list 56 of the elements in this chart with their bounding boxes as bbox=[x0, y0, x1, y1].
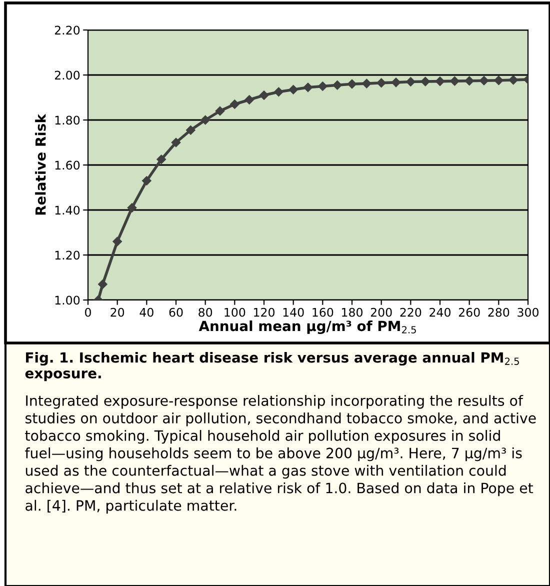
y-tick-label: 1.00 bbox=[55, 296, 80, 305]
point bbox=[508, 75, 518, 85]
point bbox=[450, 76, 460, 86]
point bbox=[332, 80, 342, 90]
x-tick-label: 280 bbox=[488, 308, 510, 317]
point bbox=[230, 100, 240, 109]
point bbox=[391, 78, 401, 88]
y-tick-label: 1.80 bbox=[55, 116, 80, 125]
point bbox=[376, 78, 386, 88]
x-tick-label: 120 bbox=[254, 308, 274, 317]
x-tick-label: 100 bbox=[224, 308, 246, 317]
y-tick-label: 1.60 bbox=[55, 160, 80, 170]
point bbox=[362, 78, 372, 88]
x-tick-label: 240 bbox=[430, 308, 450, 317]
x-tick-label: 300 bbox=[518, 308, 538, 317]
x-tick-label: 220 bbox=[400, 308, 422, 317]
x-axis-title: Annual mean µg/m³ of PM$_{2.5}$ bbox=[198, 320, 416, 334]
point bbox=[406, 77, 416, 86]
x-tick-label: 260 bbox=[458, 308, 480, 317]
x-tick-label: 0 bbox=[85, 308, 91, 317]
x-tick-label: 180 bbox=[342, 308, 362, 317]
point bbox=[156, 154, 166, 164]
point bbox=[127, 203, 137, 212]
point bbox=[494, 76, 504, 86]
point bbox=[288, 85, 298, 94]
point bbox=[435, 76, 445, 86]
point bbox=[464, 76, 474, 86]
x-tick-label: 200 bbox=[370, 308, 392, 317]
point bbox=[142, 176, 152, 186]
point bbox=[98, 280, 108, 289]
point bbox=[186, 126, 196, 135]
y-tick-label: 1.40 bbox=[55, 206, 80, 215]
point bbox=[259, 90, 269, 100]
y-tick-label: 1.20 bbox=[55, 250, 80, 260]
point bbox=[215, 106, 225, 116]
x-tick-label: 140 bbox=[283, 308, 304, 317]
point bbox=[479, 76, 489, 86]
point bbox=[303, 82, 313, 92]
x-tick-label: 160 bbox=[312, 308, 334, 317]
point bbox=[347, 79, 357, 89]
x-tick-label: 40 bbox=[140, 308, 154, 317]
y-axis-title: Relative Risk bbox=[35, 114, 46, 215]
text: Integrated exposure-response relationship incorporating the results of studies on outdoor air pollution, secondhand tobacco smoke, and active tobacco smoking. Typical household air pollution exposures in solid fuel—using households seem to be above 200 µg/m³. Here, 7 µg/m³ is used as the counterfactual—what a gas stove with ventilation could achieve—and thus set at a relative risk of 1.0. Based on data in Pope et al. [4]. PM, particulate matter. bbox=[25, 395, 536, 514]
x-tick-label: 80 bbox=[198, 308, 212, 317]
point bbox=[200, 115, 210, 125]
y-tick-label: 2.20 bbox=[54, 26, 80, 35]
chart-title: Fig. 1. Ischemic heart disease risk versus average annual PM$_{2.5}$ exposure. bbox=[25, 352, 519, 382]
point bbox=[318, 82, 328, 91]
y-tick-label: 2.00 bbox=[54, 70, 80, 80]
point bbox=[112, 236, 122, 246]
point bbox=[171, 138, 181, 148]
point bbox=[420, 76, 430, 86]
x-tick-label: 60 bbox=[169, 308, 183, 317]
x-tick-label: 20 bbox=[110, 308, 124, 317]
point bbox=[274, 87, 284, 96]
point bbox=[244, 95, 254, 104]
